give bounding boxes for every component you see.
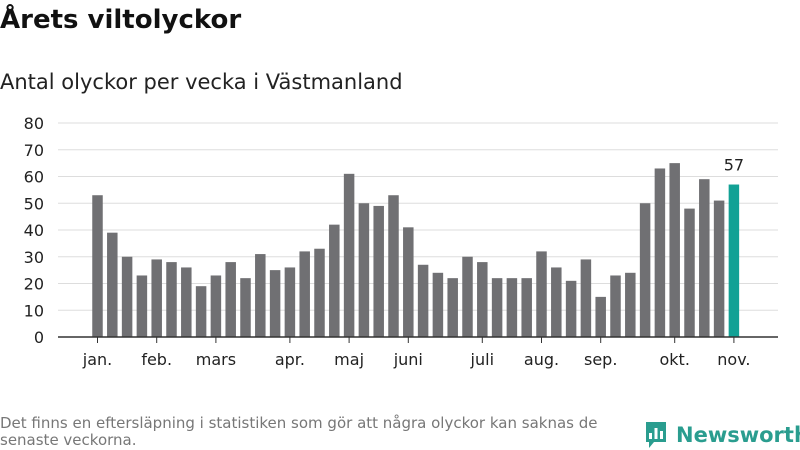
bar (136, 275, 148, 337)
x-tick-label: aug. (524, 350, 559, 369)
footnote: Det finns en eftersläpning i statistiken… (0, 414, 598, 449)
x-tick-label: jan. (82, 350, 112, 369)
bar (610, 275, 621, 337)
x-tick-label: juni (393, 350, 423, 369)
x-tick-label: feb. (141, 350, 172, 369)
bar (210, 275, 222, 337)
chart-subtitle: Antal olyckor per vecka i Västmanland (0, 70, 403, 94)
x-tick-label: nov. (717, 350, 750, 369)
bar (447, 278, 458, 337)
y-tick-label: 50 (24, 194, 44, 213)
bar (255, 254, 266, 337)
bar (506, 278, 518, 337)
bar (107, 232, 118, 337)
bar (284, 267, 296, 337)
bar (151, 259, 162, 337)
x-tick-label: juli (470, 350, 494, 369)
bar (388, 195, 399, 337)
bar (477, 262, 488, 337)
bar (358, 203, 370, 337)
bar (373, 205, 384, 337)
bar (565, 280, 577, 337)
bar (329, 224, 340, 337)
bar (181, 267, 192, 337)
bar (121, 256, 133, 337)
bar (639, 203, 651, 337)
bar (654, 168, 666, 337)
bar (669, 163, 680, 337)
bar-chart-logo-icon (646, 422, 666, 448)
x-tick-label: apr. (275, 350, 305, 369)
bar-chart: 0 10 20 30 40 50 60 70 80 57 jan. feb. mars apr. maj ju… (24, 114, 778, 369)
bar (699, 179, 710, 337)
y-tick-label: 30 (24, 248, 44, 267)
bar (225, 262, 236, 337)
bar (195, 286, 207, 337)
x-tick-label: maj (334, 350, 364, 369)
bar (713, 200, 725, 337)
y-tick-label: 80 (24, 114, 44, 133)
chart-title: Årets viltolyckor (0, 5, 242, 35)
bar (580, 259, 592, 337)
bar (166, 262, 177, 337)
bar (92, 195, 103, 337)
bar (595, 296, 606, 337)
bar (684, 208, 695, 337)
bar (536, 251, 547, 337)
y-tick-label: 0 (34, 328, 44, 347)
bar (299, 251, 310, 337)
y-tick-label: 20 (24, 275, 44, 294)
bar (462, 256, 473, 337)
bar (432, 272, 444, 337)
bar (417, 264, 429, 337)
x-tick-label: okt. (659, 350, 689, 369)
bar (491, 278, 503, 337)
y-tick-label: 40 (24, 221, 44, 240)
bar (269, 270, 281, 337)
brand-name: Newsworthy (676, 423, 800, 447)
bar (240, 278, 251, 337)
y-tick-label: 70 (24, 141, 44, 160)
brand-logo: Newsworthy (644, 420, 800, 450)
bar (521, 278, 532, 337)
bar (343, 173, 355, 337)
bar (314, 248, 325, 337)
data-label: 57 (724, 156, 744, 175)
bar (625, 272, 636, 337)
x-tick-label: mars (196, 350, 236, 369)
y-tick-label: 10 (24, 301, 44, 320)
x-tick-label: sep. (584, 350, 617, 369)
bar-highlight (728, 184, 740, 337)
bar (551, 267, 562, 337)
y-tick-label: 60 (24, 168, 44, 187)
bar (403, 227, 414, 337)
